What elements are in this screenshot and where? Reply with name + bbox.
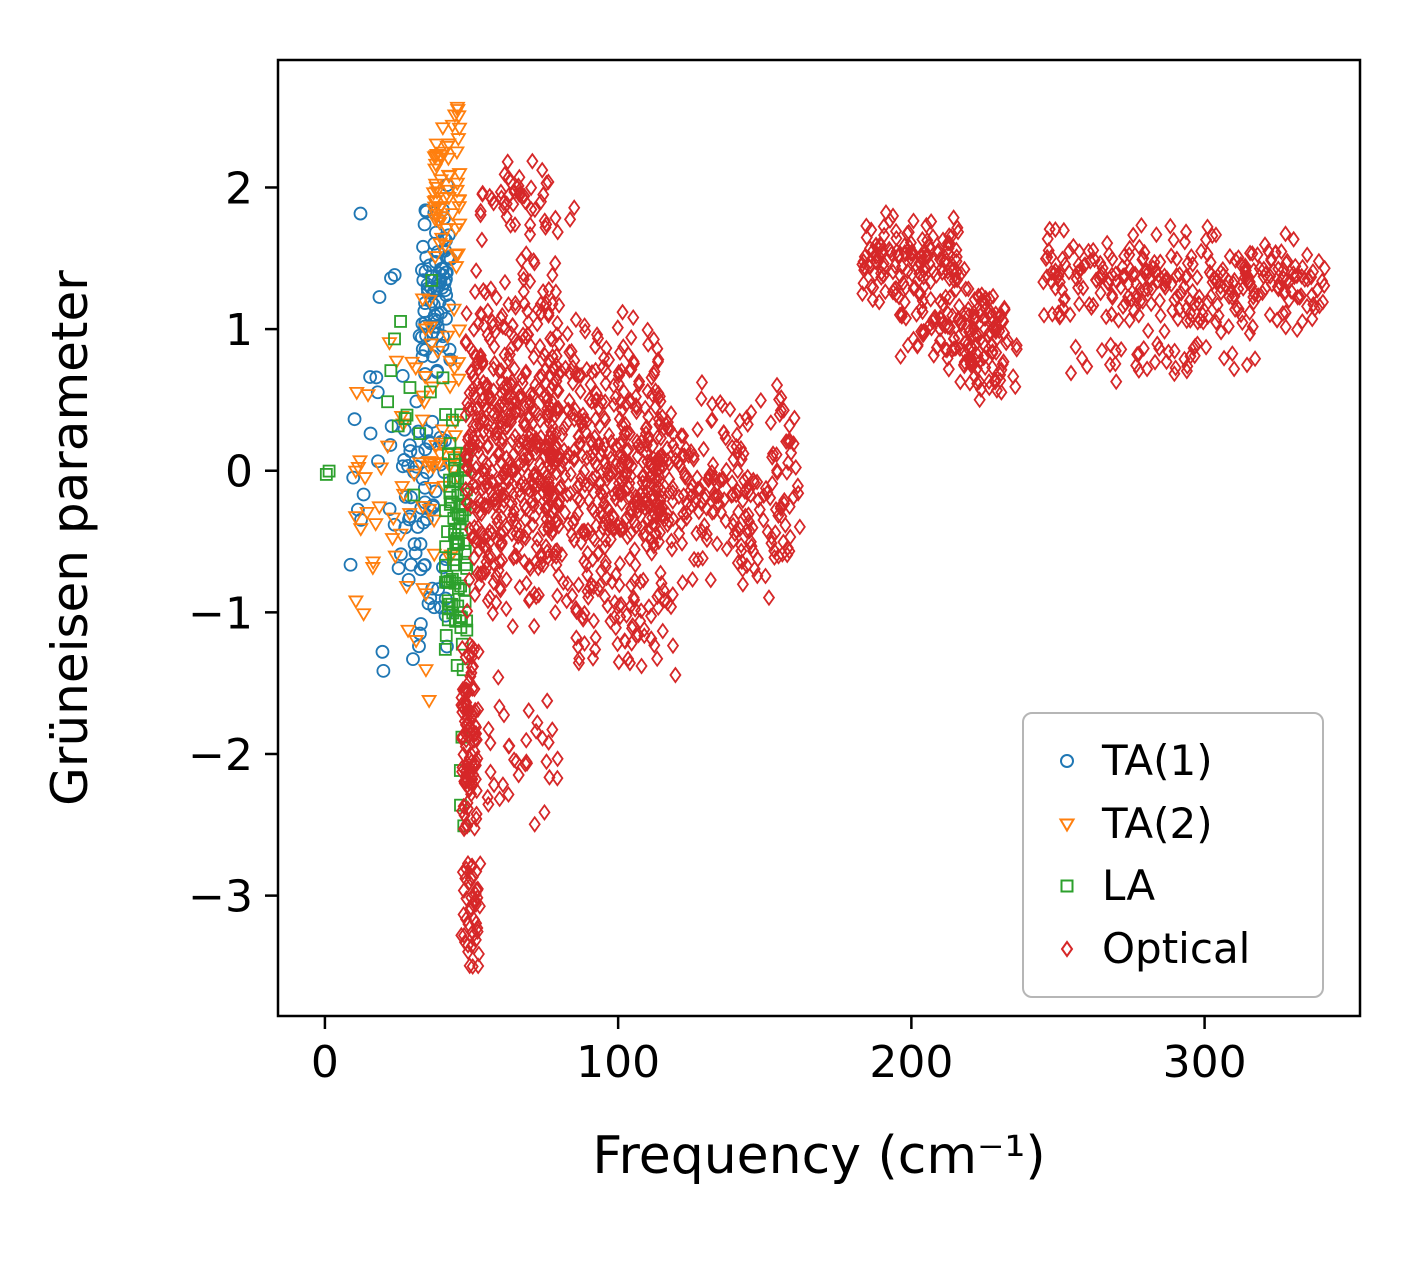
legend-item-optical: Optical: [1036, 923, 1310, 973]
legend-label-la: LA: [1102, 861, 1156, 911]
y-ticks: 2 1 0 −1 −2 −3: [188, 163, 278, 923]
ta2-triangle-marker-icon: [1058, 818, 1076, 833]
y-tick-label: −3: [188, 872, 253, 923]
optical-diamond-marker-icon: [1060, 940, 1074, 958]
y-tick-label: 1: [225, 305, 253, 356]
la-square-marker-icon: [1060, 879, 1074, 893]
x-axis-label: Frequency (cm⁻¹): [592, 1126, 1046, 1186]
legend-label-optical: Optical: [1102, 923, 1251, 973]
y-tick-label: −1: [188, 588, 253, 639]
x-tick-label: 300: [1163, 1037, 1247, 1088]
series-optical-points: [455, 152, 1331, 976]
ta1-circle-marker-icon: [1060, 754, 1074, 769]
x-tick-label: 100: [576, 1037, 660, 1088]
x-ticks: 0 100 200 300: [311, 1016, 1247, 1088]
legend-item-ta2: TA(2): [1036, 798, 1310, 848]
legend-label-ta1: TA(1): [1102, 736, 1213, 786]
y-tick-label: −2: [188, 730, 253, 781]
legend: TA(1) TA(2) LA Optical: [1022, 712, 1324, 998]
series-ta2-points: [347, 101, 468, 709]
y-tick-label: 0: [225, 447, 253, 498]
legend-item-la: LA: [1036, 865, 1310, 907]
x-tick-label: 0: [311, 1037, 339, 1088]
y-axis-label: Grüneisen parameter: [41, 270, 99, 806]
axes-spines: [276, 58, 1362, 1018]
legend-item-ta1: TA(1): [1036, 740, 1310, 782]
x-tick-label: 200: [869, 1037, 953, 1088]
y-tick-label: 2: [225, 163, 253, 214]
legend-label-ta2: TA(2): [1102, 798, 1213, 848]
data-points: [319, 101, 1331, 976]
